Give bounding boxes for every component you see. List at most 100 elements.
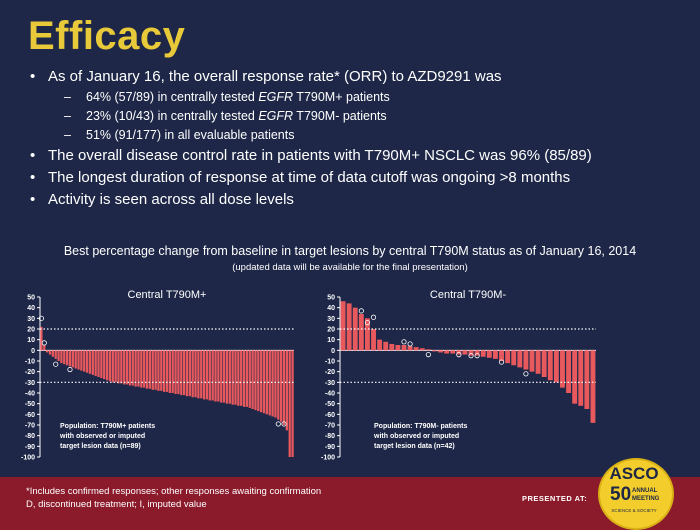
waterfall-bar — [137, 350, 140, 387]
waterfall-bar — [188, 350, 191, 397]
waterfall-bar — [231, 350, 234, 405]
waterfall-bar — [468, 350, 474, 356]
waterfall-bar — [117, 350, 120, 384]
waterfall-bar — [91, 350, 94, 375]
waterfall-bar — [94, 350, 97, 376]
waterfall-bar — [97, 350, 100, 377]
waterfall-bar — [154, 350, 157, 390]
waterfall-bar — [143, 350, 146, 388]
waterfall-bar — [83, 350, 86, 372]
waterfall-bar — [123, 350, 126, 385]
sub-bullet-text: T790M- patients — [293, 109, 387, 123]
waterfall-bar — [274, 350, 277, 418]
waterfall-bar — [51, 350, 54, 357]
figure-subcaption: (updated data will be available for the … — [232, 262, 468, 273]
waterfall-bar — [277, 350, 280, 420]
waterfall-bar — [480, 350, 486, 357]
waterfall-bar — [163, 350, 166, 392]
waterfall-bar — [200, 350, 203, 399]
waterfall-bar — [171, 350, 174, 393]
y-tick-label: -90 — [25, 444, 35, 451]
y-tick-label: 30 — [327, 316, 335, 323]
waterfall-bar — [125, 350, 129, 385]
waterfall-bar — [145, 350, 149, 389]
figure-caption: Best percentage change from baseline in … — [63, 244, 637, 258]
waterfall-bar — [251, 350, 254, 409]
waterfall-bar — [395, 345, 401, 351]
y-tick-label: 0 — [331, 348, 335, 355]
y-tick-label: -30 — [25, 380, 35, 387]
waterfall-bar — [85, 350, 89, 373]
marker-discontinued — [370, 314, 377, 320]
waterfall-bar — [202, 350, 206, 400]
waterfall-bar — [291, 350, 294, 457]
waterfall-bar — [120, 350, 123, 384]
waterfall-bar — [499, 350, 504, 361]
bullet-dcr: The overall disease control rate in pati… — [28, 145, 688, 167]
marker-discontinued — [425, 351, 431, 358]
waterfall-bar — [280, 350, 283, 422]
presented-at-label: PRESENTED AT: — [522, 494, 588, 503]
sub-bullet-text: 64% (57/89) in centrally tested — [86, 90, 259, 104]
marker-imputed — [41, 340, 47, 346]
gene-name: EGFR — [258, 90, 294, 104]
y-tick-label: 0 — [31, 348, 35, 355]
waterfall-bar — [486, 350, 492, 358]
waterfall-bar — [492, 350, 498, 359]
waterfall-bar — [40, 326, 43, 351]
waterfall-bar — [134, 350, 137, 387]
waterfall-bar — [43, 345, 46, 351]
asco-logo-annual: ANNUAL — [632, 488, 658, 494]
marker-discontinued — [67, 366, 73, 373]
waterfall-bar — [450, 350, 456, 354]
population-note: with observed or imputed — [373, 433, 459, 440]
y-tick-label: -50 — [25, 401, 35, 408]
waterfall-bar — [105, 350, 109, 381]
waterfall-bar — [45, 350, 49, 353]
sub-bullet-all: 51% (91/177) in all evaluable patients — [28, 126, 688, 145]
waterfall-bar — [242, 350, 246, 407]
waterfall-bar — [505, 350, 511, 364]
y-tick-label: -40 — [25, 391, 35, 398]
marker-discontinued — [523, 371, 529, 377]
y-tick-label: 40 — [27, 305, 35, 312]
waterfall-bar — [560, 350, 565, 388]
y-tick-label: -60 — [25, 412, 35, 419]
footnote: *Includes confirmed responses; other res… — [26, 485, 321, 511]
bullet-orr: As of January 16, the overall response r… — [28, 66, 688, 88]
waterfall-bar — [282, 350, 286, 425]
waterfall-bar — [240, 350, 243, 406]
waterfall-bar — [444, 350, 450, 354]
waterfall-bar — [474, 350, 480, 356]
waterfall-bar — [523, 350, 529, 370]
waterfall-bar — [208, 350, 211, 401]
y-tick-label: 40 — [327, 305, 335, 312]
waterfall-bar — [191, 350, 194, 398]
waterfall-bar — [535, 350, 541, 374]
waterfall-bar — [57, 350, 60, 361]
y-tick-label: -10 — [325, 359, 335, 366]
marker-discontinued — [281, 421, 287, 427]
y-tick-label: -70 — [325, 423, 335, 430]
waterfall-bar — [248, 350, 251, 408]
asco-logo — [598, 458, 674, 530]
chart-title: Central T790M- — [430, 289, 507, 301]
waterfall-bar — [265, 350, 269, 415]
waterfall-bar — [63, 350, 66, 365]
waterfall-bar — [128, 350, 132, 386]
waterfall-bar — [80, 350, 83, 371]
waterfall-bar — [177, 350, 180, 395]
waterfall-bar — [407, 346, 413, 351]
waterfall-bar — [257, 350, 260, 412]
y-tick-label: -20 — [325, 369, 335, 376]
y-tick-label: 30 — [27, 316, 35, 323]
waterfall-bar — [234, 350, 237, 405]
marker-discontinued — [275, 421, 281, 427]
y-tick-label: -80 — [25, 433, 35, 440]
y-tick-label: 10 — [27, 337, 35, 344]
waterfall-bar — [103, 350, 106, 380]
waterfall-bar — [222, 350, 226, 403]
y-tick-label: 10 — [327, 337, 335, 344]
y-tick-label: -60 — [325, 412, 335, 419]
chart-title: Central T790M+ — [128, 289, 207, 301]
